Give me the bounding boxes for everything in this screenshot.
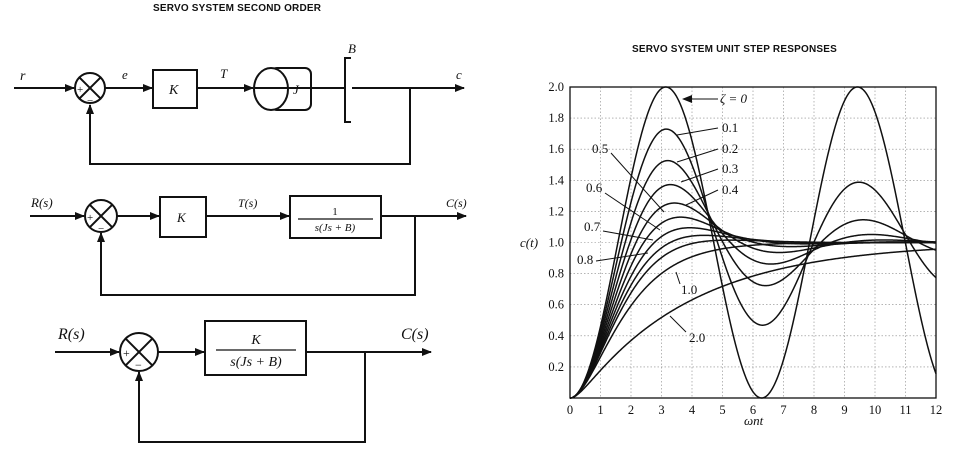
block-diagram-1	[14, 57, 465, 165]
minus-sign-2: −	[98, 223, 104, 235]
y-tick-label: 1.4	[548, 173, 564, 187]
chart-curves	[569, 86, 937, 399]
y-axis-label: c(t)	[520, 235, 538, 250]
label-k-2: K	[176, 210, 187, 225]
chart-title: SERVO SYSTEM UNIT STEP RESPONSES	[632, 44, 837, 55]
plus-sign-2: +	[87, 212, 93, 224]
response-curve-0.2	[569, 159, 937, 399]
plus-sign-1: +	[77, 84, 83, 96]
tf-numerator-3: K	[250, 333, 261, 348]
x-tick-label: 5	[719, 403, 725, 417]
x-tick-label: 12	[930, 403, 943, 417]
step-response-chart: 0 1 2 3 4 5 6 7 8 9 10 11 120.20.40.60.81.01.21.41.6…	[520, 80, 942, 428]
series-label-0.1: 0.1	[722, 120, 738, 135]
label-c: c	[456, 67, 462, 82]
response-curve-0.1	[569, 128, 937, 399]
x-tick-label: 0	[567, 403, 573, 417]
label-e: e	[122, 67, 128, 82]
label-k-1: K	[168, 83, 179, 98]
series-label-0.5: 0.5	[592, 141, 608, 156]
label-cs-2: C(s)	[446, 196, 467, 210]
y-tick-label: 0.2	[548, 360, 564, 374]
block-diagram-3	[55, 320, 432, 443]
y-tick-label: 0.8	[548, 267, 564, 281]
label-b: B	[348, 41, 356, 56]
response-curve-ζ = 0	[569, 86, 937, 399]
tf-denominator-3: s(Js + B)	[230, 355, 282, 370]
label-ts-2: T(s)	[238, 196, 257, 210]
x-tick-label: 8	[811, 403, 817, 417]
series-label-1.0: 1.0	[681, 282, 697, 297]
feedback-path-3	[135, 352, 366, 443]
x-tick-label: 10	[869, 403, 882, 417]
response-curve-2.0	[569, 248, 937, 399]
tf-denominator-2: s(Js + B)	[315, 222, 356, 234]
label-rs-2: R(s)	[30, 195, 53, 210]
label-cs-3: C(s)	[401, 326, 429, 343]
series-pointers	[595, 95, 719, 333]
x-tick-label: 1	[597, 403, 603, 417]
y-tick-label: 1.6	[548, 142, 564, 156]
response-curve-0.3	[569, 183, 937, 399]
label-rs-3: R(s)	[57, 326, 85, 343]
x-tick-label: 2	[628, 403, 634, 417]
series-label-0.2: 0.2	[722, 141, 738, 156]
y-tick-label: 1.2	[548, 204, 564, 218]
minus-sign-3: −	[135, 358, 142, 372]
series-labels: ζ = 0 0.1 0.2 0.3 0.4 0.5 0.6 0.7 0.8 1.…	[577, 91, 748, 345]
chart-tick-labels: 0 1 2 3 4 5 6 7 8 9 10 11 120.20.40.60.81.01.21.41.6…	[548, 80, 942, 417]
series-label-0.4: 0.4	[722, 182, 739, 197]
y-tick-label: 0.6	[548, 298, 564, 312]
x-axis-label: ωnt	[744, 413, 764, 428]
x-tick-label: 9	[841, 403, 847, 417]
plus-sign-3: +	[123, 346, 130, 360]
x-tick-label: 6	[750, 403, 756, 417]
diagram-title: SERVO SYSTEM SECOND ORDER	[153, 3, 322, 14]
x-tick-label: 4	[689, 403, 696, 417]
transfer-block-3	[204, 320, 307, 376]
series-label-zeta-0: ζ = 0	[720, 91, 748, 106]
label-r: r	[20, 69, 26, 84]
x-tick-label: 11	[899, 403, 911, 417]
response-curve-0.4	[569, 202, 937, 399]
series-label-0.8: 0.8	[577, 252, 593, 267]
feedback-path-1	[86, 88, 411, 165]
y-tick-label: 1.0	[548, 236, 564, 250]
series-label-0.6: 0.6	[586, 180, 603, 195]
tf-numerator-2: 1	[332, 206, 338, 218]
y-tick-label: 2.0	[548, 80, 564, 94]
block-diagram-2	[30, 195, 467, 296]
y-tick-label: 1.8	[548, 111, 564, 125]
series-label-0.7: 0.7	[584, 219, 601, 234]
series-label-2.0: 2.0	[689, 330, 705, 345]
plot-frame	[569, 86, 937, 399]
x-tick-label: 7	[780, 403, 786, 417]
y-tick-label: 0.4	[548, 329, 564, 343]
series-label-0.3: 0.3	[722, 161, 738, 176]
x-tick-label: 3	[658, 403, 664, 417]
damper-b	[344, 57, 351, 123]
minus-sign-1: −	[87, 95, 93, 107]
label-t: T	[220, 66, 228, 81]
label-j: J	[293, 82, 300, 97]
response-curve-1.0	[569, 241, 936, 399]
feedback-path-2	[97, 216, 416, 296]
